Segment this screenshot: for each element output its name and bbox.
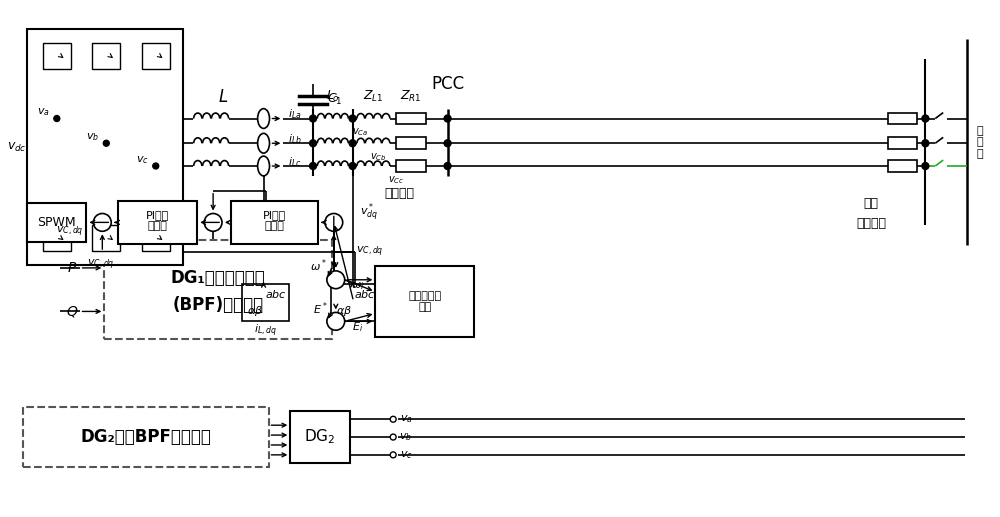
Text: $v_{C,dq}$: $v_{C,dq}$ [356,245,383,259]
Circle shape [93,214,111,231]
Ellipse shape [258,109,270,128]
Bar [92,225,120,251]
Text: $E^*$: $E^*$ [313,300,328,317]
Text: $v_{C,dq}$: $v_{C,dq}$ [56,225,83,239]
Circle shape [310,115,316,122]
FancyBboxPatch shape [104,240,332,339]
Text: $i_{L,dq}$: $i_{L,dq}$ [254,323,277,339]
Text: 参考电压生
成器: 参考电压生 成器 [408,291,441,312]
Text: $v_{C,dq}$: $v_{C,dq}$ [87,258,114,272]
Bar [396,160,426,172]
Bar [396,113,426,125]
Bar [242,284,289,322]
Ellipse shape [258,133,270,153]
Bar [888,160,917,172]
Text: $v_a$: $v_a$ [37,107,49,118]
Circle shape [390,416,396,422]
Text: $v_{Cc}$: $v_{Cc}$ [388,174,404,186]
Bar [142,225,170,251]
Text: $v^*_{dq}$: $v^*_{dq}$ [360,202,378,223]
Bar [290,412,350,463]
Bar [331,284,378,322]
Circle shape [444,115,451,122]
Text: SPWM: SPWM [38,216,76,229]
Bar [888,113,917,125]
Text: $i_{Lb}$: $i_{Lb}$ [288,132,302,146]
Bar [118,201,197,244]
Text: $Z_{R1}$: $Z_{R1}$ [400,89,422,104]
Text: $abc$: $abc$ [354,288,376,300]
Text: $v_a$: $v_a$ [400,414,412,425]
Bar [43,225,71,251]
Circle shape [204,214,222,231]
Text: $\omega_i$: $\omega_i$ [351,280,364,292]
Circle shape [327,271,345,288]
Circle shape [922,140,929,147]
Circle shape [922,115,929,122]
Bar [231,201,318,244]
Text: $v_b$: $v_b$ [86,131,99,143]
Text: $L$: $L$ [218,88,228,106]
Text: $C_1$: $C_1$ [327,92,343,107]
Circle shape [54,116,60,121]
Circle shape [390,452,396,458]
Text: 线路阻抗: 线路阻抗 [384,187,414,200]
Text: (BPF)控制策略: (BPF)控制策略 [173,296,264,313]
Text: $\alpha\beta$: $\alpha\beta$ [247,304,263,318]
Circle shape [390,434,396,440]
Text: $E_i$: $E_i$ [352,321,363,334]
Circle shape [349,115,356,122]
Circle shape [349,162,356,170]
Circle shape [327,312,345,330]
Text: $\alpha\beta$: $\alpha\beta$ [336,304,352,318]
Circle shape [103,140,109,146]
Text: $Z_{L1}$: $Z_{L1}$ [363,89,384,104]
Text: $L_o$: $L_o$ [326,89,340,104]
Text: PI电流
控制器: PI电流 控制器 [146,209,169,231]
Text: DG₁基于通滤波器: DG₁基于通滤波器 [171,269,265,287]
Bar [375,266,474,337]
Bar [888,138,917,149]
Text: $i_{La}$: $i_{La}$ [288,108,302,121]
Text: $v_{Ca}$: $v_{Ca}$ [352,127,369,138]
Circle shape [310,140,316,147]
Text: 静态开关: 静态开关 [856,217,886,230]
Text: $Q$: $Q$ [66,304,79,319]
Text: PCC: PCC [431,75,464,93]
Circle shape [922,162,929,170]
Text: $\omega^*$: $\omega^*$ [310,257,326,274]
Ellipse shape [258,156,270,176]
Text: $v_{dc}$: $v_{dc}$ [7,141,27,154]
Circle shape [444,140,451,147]
Text: 负载: 负载 [863,197,878,210]
Text: $abc$: $abc$ [265,288,287,300]
Bar [27,203,86,242]
Circle shape [444,162,451,170]
Text: DG$_2$: DG$_2$ [304,428,336,446]
Circle shape [349,140,356,147]
FancyBboxPatch shape [23,407,269,467]
Bar [43,43,71,69]
Text: $v_c$: $v_c$ [400,449,412,461]
Text: $v_c$: $v_c$ [136,154,148,166]
Text: 主
电
网: 主 电 网 [976,126,983,159]
Bar [92,43,120,69]
Text: PI电压
控制器: PI电压 控制器 [263,209,286,231]
Bar [27,29,183,265]
Text: DG₂基于BPF控制策略: DG₂基于BPF控制策略 [80,428,211,446]
Bar [142,43,170,69]
Circle shape [310,162,316,170]
Circle shape [325,214,343,231]
Text: $v_{Cb}$: $v_{Cb}$ [370,151,387,163]
Text: $v_b$: $v_b$ [399,431,413,443]
Text: $i_{Lc}$: $i_{Lc}$ [288,155,302,169]
Text: $P$: $P$ [67,261,78,275]
Circle shape [153,163,159,169]
Bar [396,138,426,149]
